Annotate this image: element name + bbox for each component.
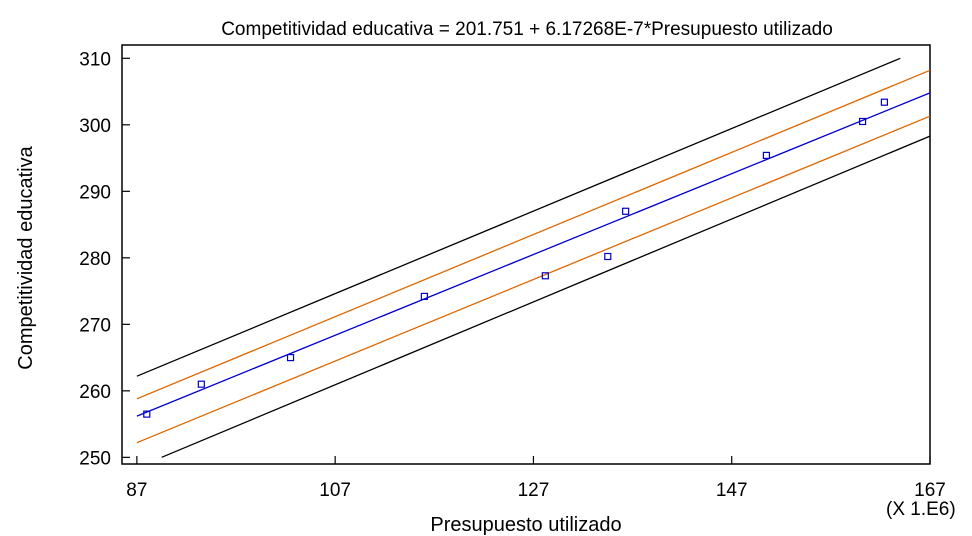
data-point [604,252,612,261]
series-line [136,115,931,444]
data-point [286,353,295,362]
data-point [622,207,630,215]
plot-frame [121,44,931,465]
y-tick-label: 290 [79,182,111,203]
chart-title: Competitividad educativa = 201.751 + 6.1… [221,19,833,40]
series-line [136,57,901,377]
y-tick-label: 310 [79,49,111,70]
y-axis-title: Competitividad educativa [15,145,37,369]
y-tick-label: 250 [79,448,111,469]
data-points [143,98,888,418]
y-tick-label: 300 [79,116,111,137]
y-tick-label: 280 [79,249,111,270]
x-tick-label: 147 [716,480,748,501]
data-point [197,380,205,388]
x-axis-multiplier: (X 1.E6) [886,499,956,520]
x-tick-label: 167 [914,480,946,501]
y-tick-label: 270 [79,315,111,336]
series-line [161,135,931,458]
data-point [143,410,151,418]
x-tick-label: 127 [518,480,550,501]
data-point [541,272,549,280]
data-point [858,117,867,126]
data-point [420,292,428,300]
y-tick-label: 260 [79,382,111,403]
x-tick-label: 87 [126,480,147,501]
x-axis-title: Presupuesto utilizado [430,514,621,536]
axis-ticks: 87 107 127 147 167 250 260 270 280 290 300 310 [79,49,946,501]
regression-lines [136,57,931,458]
data-point [880,98,888,106]
data-point [762,151,771,160]
series-line [136,69,931,400]
x-tick-label: 107 [319,480,351,501]
series-line [136,92,931,417]
